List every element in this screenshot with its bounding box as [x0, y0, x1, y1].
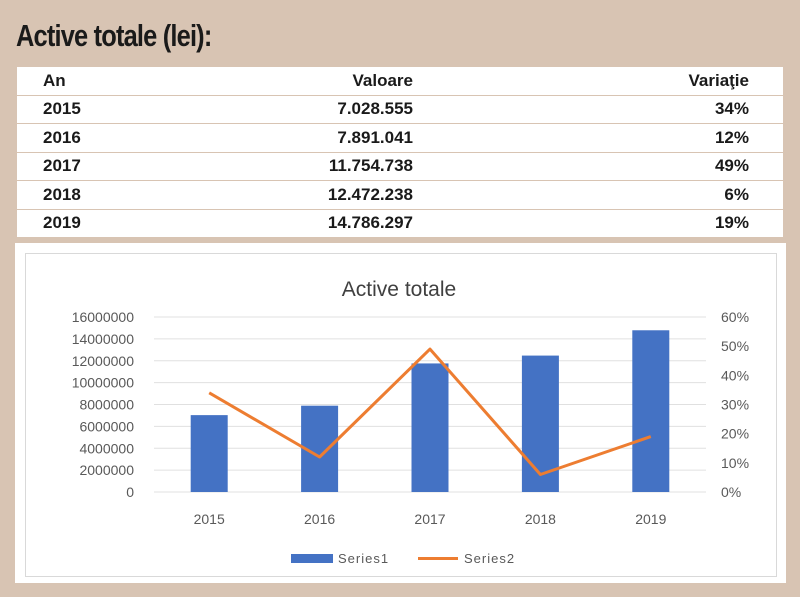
y-right-tick-label: 60%: [721, 309, 749, 325]
chart-frame: Active totale 0 2000000 4000000 6000000 8000…: [25, 253, 777, 577]
bar: [190, 415, 228, 492]
x-tick-label: 2017: [414, 511, 445, 527]
page-title: Active totale (lei):: [16, 18, 212, 53]
y-right-tick-label: 30%: [721, 397, 749, 413]
legend-label-series1: Series1: [338, 551, 389, 566]
header-variation: Variaţie: [688, 70, 750, 90]
y-left-tick-label: 4000000: [79, 440, 134, 456]
chart-container: Active totale 0 2000000 4000000 6000000 8000…: [15, 243, 786, 583]
bar: [632, 330, 670, 492]
table-row: 2016 7.891.041 12%: [17, 124, 783, 153]
y-right-tick-label: 0%: [721, 484, 741, 500]
cell-variation: 49%: [714, 156, 749, 176]
table-row: 2019 14.786.297 19%: [17, 210, 783, 238]
cell-year: 2015: [43, 99, 81, 119]
cell-value: 7.028.555: [337, 99, 413, 119]
y-left-tick-label: 8000000: [79, 397, 134, 413]
legend-swatch-series1: [291, 554, 333, 563]
cell-year: 2019: [43, 213, 81, 233]
cell-variation: 19%: [714, 213, 749, 233]
x-tick-label: 2016: [304, 511, 335, 527]
cell-variation: 12%: [714, 127, 749, 147]
table-row: 2017 11.754.738 49%: [17, 153, 783, 181]
legend-label-series2: Series2: [464, 551, 515, 566]
cell-year: 2016: [43, 127, 81, 147]
x-tick-label: 2019: [635, 511, 666, 527]
cell-year: 2018: [43, 184, 81, 204]
y-left-tick-label: 12000000: [72, 353, 135, 369]
y-right-tick-label: 10%: [721, 455, 749, 471]
y-left-tick-label: 16000000: [72, 309, 135, 325]
chart-title: Active totale: [342, 278, 456, 301]
cell-value: 11.754.738: [328, 156, 413, 176]
y-right-tick-label: 50%: [721, 338, 749, 354]
cell-year: 2017: [43, 156, 81, 176]
x-tick-label: 2015: [194, 511, 225, 527]
y-right-tick-label: 40%: [721, 367, 749, 383]
y-right-tick-label: 20%: [721, 426, 749, 442]
y-left-tick-label: 2000000: [79, 462, 134, 478]
cell-variation: 34%: [714, 99, 749, 119]
cell-value: 7.891.041: [337, 127, 413, 147]
data-table: An Valoare Variaţie 2015 7.028.555 34% 2…: [17, 67, 783, 237]
series-line: [208, 347, 652, 476]
y-left-tick-label: 14000000: [72, 331, 135, 347]
y-left-tick-label: 6000000: [79, 418, 134, 434]
table-row: 2018 12.472.238 6%: [17, 181, 783, 210]
header-value: Valoare: [352, 70, 414, 90]
bar: [411, 363, 449, 492]
table-row: 2015 7.028.555 34%: [17, 96, 783, 124]
y-left-tick-label: 10000000: [72, 375, 135, 391]
table-header: An Valoare Variaţie: [17, 67, 783, 96]
y-left-tick-label: 0: [126, 484, 134, 500]
x-tick-label: 2018: [525, 511, 556, 527]
cell-variation: 6%: [724, 184, 749, 204]
cell-value: 14.786.297: [327, 213, 413, 233]
header-year: An: [43, 70, 66, 90]
cell-value: 12.472.238: [327, 184, 413, 204]
combo-chart: Active totale 0 2000000 4000000 6000000 8000…: [72, 278, 749, 566]
